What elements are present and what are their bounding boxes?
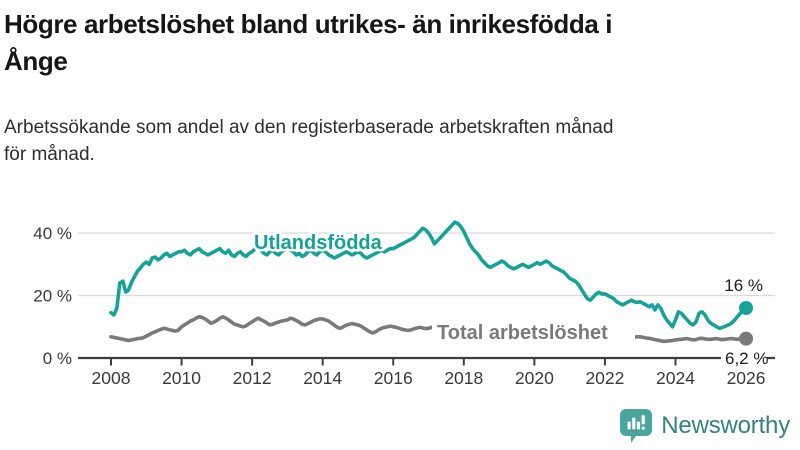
page-title: Högre arbetslöshet bland utrikes- än inr… (4, 6, 792, 80)
end-value-label-utlandsfodda: 16 % (724, 276, 763, 295)
newsworthy-wordmark: Newsworthy (661, 412, 790, 439)
end-value-label-background (721, 349, 767, 368)
title-line-1: Högre arbetslöshet bland utrikes- än inr… (4, 9, 613, 39)
series-label-total: Total arbetslöshet (437, 322, 608, 344)
barchart-exclamation-glyph (627, 415, 646, 430)
y-axis-tick-label: 0 % (43, 349, 72, 368)
series-end-dot (739, 301, 754, 315)
x-axis-tick-label: 2014 (303, 368, 342, 388)
x-axis-tick-label: 2008 (92, 368, 131, 388)
x-axis-tick-label: 2010 (162, 368, 201, 388)
x-axis-tick-label: 2026 (727, 368, 766, 388)
y-axis-tick-label: 20 % (33, 287, 72, 306)
x-axis-tick-label: 2022 (585, 368, 624, 388)
series-label-utlandsfodda: Utlandsfödda (254, 232, 383, 254)
x-axis-tick-label: 2018 (444, 368, 483, 388)
chart-header: Högre arbetslöshet bland utrikes- än inr… (4, 6, 792, 168)
newsworthy-logo[interactable]: Newsworthy (619, 408, 790, 444)
series-line-total (109, 314, 748, 344)
series-label-background (432, 321, 635, 344)
x-axis-tick-label: 2024 (656, 368, 695, 388)
chart-subtitle: Arbetssökande som andel av den registerb… (4, 114, 792, 168)
x-axis-tick-label: 2020 (515, 368, 554, 388)
x-axis-tick-label: 2012 (233, 368, 272, 388)
end-value-label-total: 6,2 % (725, 349, 768, 368)
newsworthy-bubble-icon (620, 409, 653, 443)
title-line-2: Ånge (4, 46, 68, 76)
y-axis-tick-label: 40 % (33, 224, 72, 243)
subtitle-line-1: Arbetssökande som andel av den registerb… (4, 117, 614, 138)
series-line-utlandsfödda (109, 220, 748, 331)
series-end-dot (739, 331, 754, 346)
x-axis-tick-label: 2016 (374, 368, 413, 388)
subtitle-line-2: för månad. (4, 144, 95, 165)
